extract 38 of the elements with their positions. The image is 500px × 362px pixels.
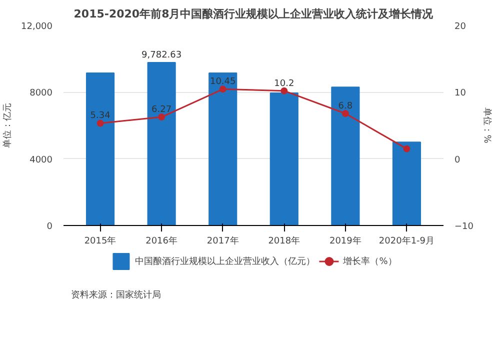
y-tick-label: 8000 (30, 88, 53, 99)
point (403, 145, 410, 152)
bar (208, 72, 238, 226)
bar (147, 62, 176, 226)
point (342, 110, 349, 117)
point (158, 114, 166, 121)
point (219, 86, 226, 93)
x-tick-label: 2017年 (206, 236, 239, 246)
y2-tick-label: 20 (454, 22, 466, 32)
point (96, 120, 104, 127)
text: 资料来源：国家统计局 (71, 290, 162, 300)
bar (270, 92, 298, 226)
y2-tick-label: 0 (454, 155, 460, 166)
y2-tick-label: −10 (454, 222, 474, 232)
legend-label: 增长率（%） (343, 256, 397, 268)
x-tick-label: 2016年 (146, 236, 178, 246)
x-tick-label: 2015年 (84, 236, 116, 246)
data-label: 10.45 (210, 77, 236, 88)
data-label: 5.34 (90, 111, 111, 122)
y2-tick-label: 10 (454, 88, 466, 99)
data-label: 6.8 (338, 102, 353, 112)
bar (331, 86, 360, 226)
legend-label: 中国酿酒行业规模以上企业营业收入（亿元） (135, 256, 316, 268)
data-label: 6.27 (152, 105, 172, 116)
x-tick-label: 2020年1-9月 (378, 236, 435, 246)
y-tick-label: 12,000 (21, 22, 53, 32)
bar (392, 142, 422, 226)
data-label: 9,782.63 (142, 50, 182, 60)
y2-axis-title: 单位：% (481, 108, 492, 144)
bar (86, 72, 115, 226)
y-tick-label: 4000 (30, 155, 53, 166)
x-tick-label: 2018年 (268, 236, 300, 246)
data-label: 10.2 (274, 78, 294, 89)
y-axis-title: 单位：亿元 (2, 103, 14, 148)
chart-title: 2015-2020年前8月中国酿酒行业规模以上企业营业收入统计及增长情况 (74, 8, 434, 20)
point (280, 87, 288, 94)
x-tick-label: 2019年 (329, 236, 362, 246)
y-tick-label: 0 (46, 222, 53, 232)
